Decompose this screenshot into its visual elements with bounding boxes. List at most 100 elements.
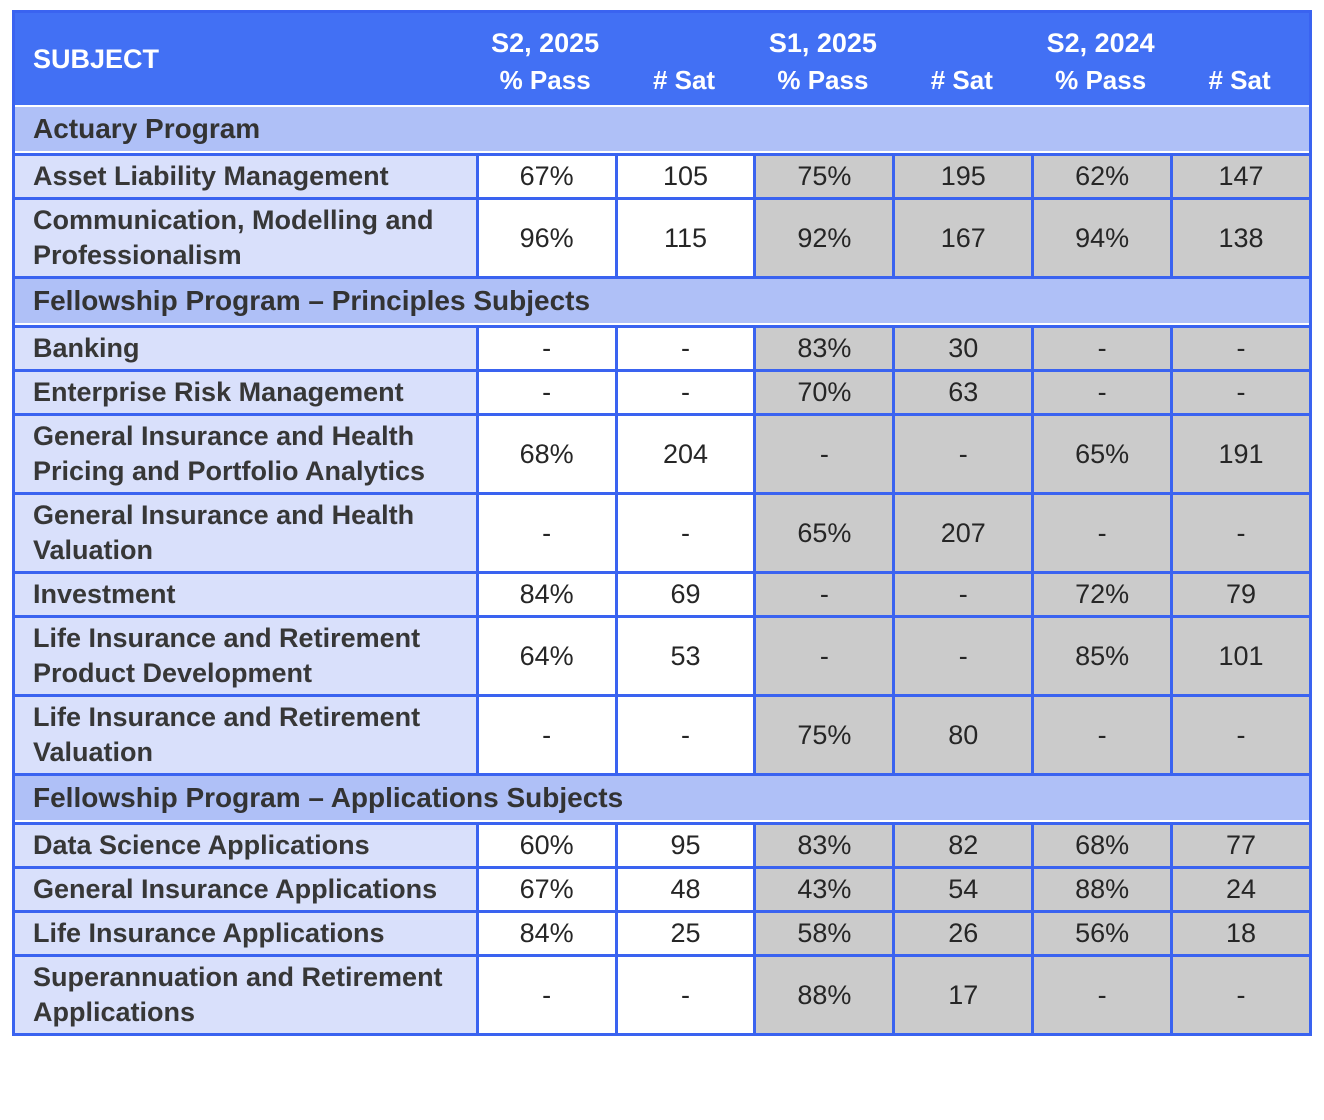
value-cell: - bbox=[1170, 369, 1309, 413]
table-row: General Insurance and Health Valuation - -… bbox=[15, 492, 1309, 571]
value-cell: - bbox=[475, 492, 615, 571]
value-cell: 70% bbox=[753, 369, 893, 413]
value-cell: - bbox=[475, 954, 615, 1033]
value-cell: 88% bbox=[753, 954, 893, 1033]
value-cell: 80 bbox=[892, 694, 1032, 773]
value-cell: 84% bbox=[475, 910, 615, 954]
value-cell: 96% bbox=[475, 197, 615, 276]
table-header: SUBJECT S2, 2025 S1, 2025 S2, 2024 % Pas… bbox=[15, 13, 1309, 105]
table-row: Data Science Applications 60% 95 83% 82 68% 77 bbox=[15, 822, 1309, 866]
value-cell: - bbox=[1170, 954, 1309, 1033]
header-spacer bbox=[614, 13, 754, 61]
value-cell: 94% bbox=[1031, 197, 1171, 276]
value-cell: 204 bbox=[614, 413, 754, 492]
subject-cell: General Insurance Applications bbox=[15, 866, 476, 910]
value-cell: 56% bbox=[1031, 910, 1171, 954]
sat-column-header: # Sat bbox=[614, 61, 754, 105]
value-cell: 79 bbox=[1170, 571, 1309, 615]
value-cell: 53 bbox=[614, 615, 754, 694]
table-row: Life Insurance and Retirement Product De… bbox=[15, 615, 1309, 694]
value-cell: 72% bbox=[1031, 571, 1171, 615]
section-header-row: Actuary Program bbox=[15, 105, 1309, 153]
value-cell: 82 bbox=[892, 822, 1032, 866]
pass-column-header: % Pass bbox=[753, 61, 893, 105]
value-cell: 147 bbox=[1170, 153, 1309, 197]
subject-cell: Asset Liability Management bbox=[15, 153, 476, 197]
header-period-row: SUBJECT S2, 2025 S1, 2025 S2, 2024 bbox=[15, 13, 1309, 105]
table-row: Life Insurance and Retirement Valuation -… bbox=[15, 694, 1309, 773]
value-cell: 207 bbox=[892, 492, 1032, 571]
value-cell: 62% bbox=[1031, 153, 1171, 197]
value-cell: 58% bbox=[753, 910, 893, 954]
value-cell: 95 bbox=[614, 822, 754, 866]
value-cell: 24 bbox=[1170, 866, 1309, 910]
value-cell: 67% bbox=[475, 866, 615, 910]
value-cell: 83% bbox=[753, 822, 893, 866]
value-cell: - bbox=[614, 694, 754, 773]
value-cell: - bbox=[614, 369, 754, 413]
table-row: Banking - -83% 30- - bbox=[15, 325, 1309, 369]
value-cell: 69 bbox=[614, 571, 754, 615]
subject-cell: Life Insurance Applications bbox=[15, 910, 476, 954]
value-cell: - bbox=[614, 492, 754, 571]
value-cell: - bbox=[1031, 954, 1171, 1033]
value-cell: 191 bbox=[1170, 413, 1309, 492]
period-header-s1-2025: S1, 2025 bbox=[753, 13, 893, 61]
subject-cell: Data Science Applications bbox=[15, 822, 476, 866]
value-cell: 25 bbox=[614, 910, 754, 954]
table-row: General Insurance Applications 67% 48 43% 54… bbox=[15, 866, 1309, 910]
value-cell: 83% bbox=[753, 325, 893, 369]
value-cell: 75% bbox=[753, 694, 893, 773]
value-cell: - bbox=[753, 615, 893, 694]
value-cell: 77 bbox=[1170, 822, 1309, 866]
value-cell: 138 bbox=[1170, 197, 1309, 276]
subject-cell: Life Insurance and Retirement Product De… bbox=[15, 615, 476, 694]
value-cell: 92% bbox=[753, 197, 893, 276]
value-cell: - bbox=[892, 571, 1032, 615]
value-cell: - bbox=[753, 413, 893, 492]
header-metric-row: % Pass # Sat % Pass # Sat % Pass # Sat bbox=[15, 61, 1309, 105]
subject-cell: General Insurance and Health Pricing and… bbox=[15, 413, 476, 492]
value-cell: 167 bbox=[892, 197, 1032, 276]
value-cell: 105 bbox=[614, 153, 754, 197]
value-cell: 84% bbox=[475, 571, 615, 615]
subject-cell: Investment bbox=[15, 571, 476, 615]
subject-column-header: SUBJECT bbox=[15, 13, 476, 105]
value-cell: 88% bbox=[1031, 866, 1171, 910]
value-cell: 195 bbox=[892, 153, 1032, 197]
value-cell: 60% bbox=[475, 822, 615, 866]
section-title: Actuary Program bbox=[15, 105, 1309, 153]
table-row: Enterprise Risk Management - -70% 63- - bbox=[15, 369, 1309, 413]
subject-cell: Superannuation and Retirement Applicatio… bbox=[15, 954, 476, 1033]
value-cell: - bbox=[892, 615, 1032, 694]
value-cell: 26 bbox=[892, 910, 1032, 954]
value-cell: 101 bbox=[1170, 615, 1309, 694]
value-cell: - bbox=[753, 571, 893, 615]
value-cell: - bbox=[1170, 325, 1309, 369]
value-cell: - bbox=[1170, 694, 1309, 773]
value-cell: 17 bbox=[892, 954, 1032, 1033]
subject-cell: Enterprise Risk Management bbox=[15, 369, 476, 413]
value-cell: 48 bbox=[614, 866, 754, 910]
table-row: Asset Liability Management 67% 105 75% 195 62… bbox=[15, 153, 1309, 197]
value-cell: - bbox=[614, 954, 754, 1033]
header-spacer bbox=[1170, 13, 1309, 61]
value-cell: 64% bbox=[475, 615, 615, 694]
table-body: Actuary Program Asset Liability Managemen… bbox=[15, 105, 1309, 1033]
value-cell: - bbox=[475, 369, 615, 413]
period-header-s2-2025: S2, 2025 bbox=[475, 13, 615, 61]
period-header-s2-2024: S2, 2024 bbox=[1031, 13, 1171, 61]
value-cell: 67% bbox=[475, 153, 615, 197]
value-cell: 85% bbox=[1031, 615, 1171, 694]
value-cell: 30 bbox=[892, 325, 1032, 369]
value-cell: - bbox=[1031, 325, 1171, 369]
value-cell: 65% bbox=[753, 492, 893, 571]
pass-column-header: % Pass bbox=[1031, 61, 1171, 105]
value-cell: - bbox=[614, 325, 754, 369]
value-cell: - bbox=[1031, 694, 1171, 773]
value-cell: 115 bbox=[614, 197, 754, 276]
value-cell: 63 bbox=[892, 369, 1032, 413]
value-cell: 75% bbox=[753, 153, 893, 197]
section-title: Fellowship Program – Principles Subjects bbox=[15, 276, 1309, 325]
